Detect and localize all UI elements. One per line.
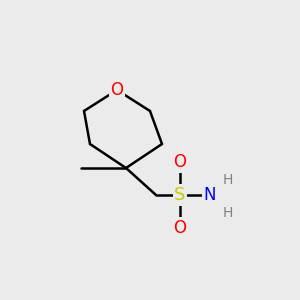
Text: H: H	[223, 206, 233, 220]
Text: H: H	[223, 173, 233, 187]
Text: O: O	[173, 153, 187, 171]
Text: O: O	[173, 219, 187, 237]
Text: O: O	[110, 81, 124, 99]
Text: N: N	[204, 186, 216, 204]
Text: S: S	[174, 186, 186, 204]
